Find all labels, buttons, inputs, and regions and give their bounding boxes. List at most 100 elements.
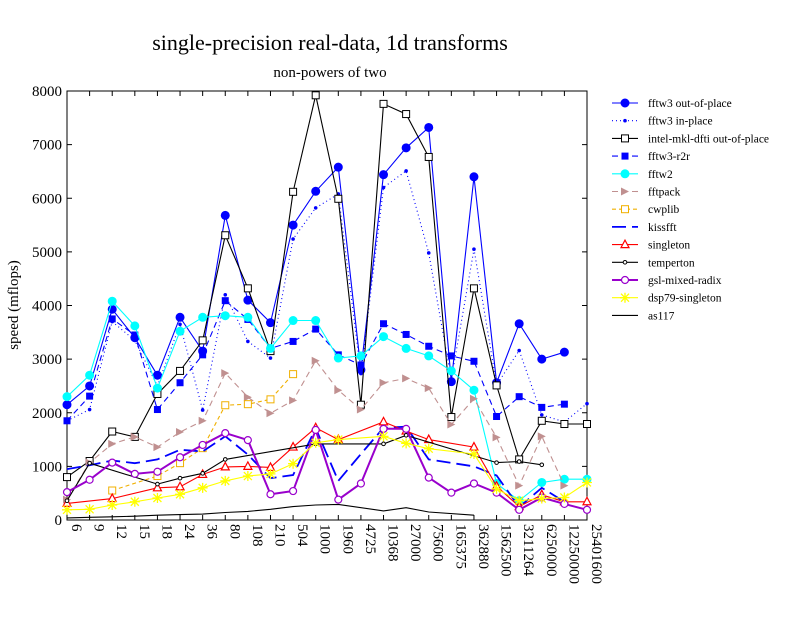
y-tick-label: 1000: [32, 459, 62, 475]
data-point: [108, 439, 117, 448]
legend-label: singleton: [648, 240, 690, 252]
data-point: [220, 475, 231, 486]
legend-label: intel-mkl-dfti out-of-place: [648, 133, 769, 145]
data-point: [242, 460, 253, 470]
x-tick-label: 24: [181, 524, 197, 540]
data-point: [176, 428, 185, 437]
data-point: [131, 331, 139, 339]
data-point: [129, 496, 140, 507]
data-point: [620, 292, 630, 303]
data-point: [560, 420, 569, 429]
data-point: [623, 118, 627, 123]
x-tick-label: 6250000: [543, 524, 559, 577]
data-point: [493, 413, 501, 421]
y-tick-label: 7000: [32, 138, 62, 154]
data-point: [175, 312, 185, 322]
data-point: [334, 495, 343, 504]
data-point: [200, 471, 205, 476]
x-tick-label: 27000: [407, 524, 423, 562]
data-point: [221, 231, 230, 240]
data-point: [87, 460, 92, 466]
data-point: [402, 110, 411, 119]
data-point: [198, 440, 207, 450]
y-tick-label: 2000: [32, 406, 62, 422]
x-tick-label: 362880: [475, 524, 491, 569]
data-point: [311, 186, 321, 196]
data-point: [514, 319, 524, 329]
y-tick-label: 0: [55, 513, 63, 529]
x-tick-label: 75600: [430, 524, 446, 562]
data-point: [313, 206, 318, 210]
data-point: [288, 220, 298, 230]
data-point: [288, 441, 299, 451]
data-point: [153, 443, 162, 452]
data-point: [246, 339, 250, 344]
data-point: [491, 483, 502, 494]
data-point: [175, 326, 185, 336]
data-point: [515, 481, 524, 490]
data-point: [176, 366, 185, 375]
data-point: [582, 505, 592, 514]
data-point: [447, 488, 456, 497]
legend-label: dsp79-singleton: [648, 293, 722, 305]
data-point: [621, 152, 629, 160]
data-point: [357, 361, 365, 369]
data-point: [153, 406, 161, 414]
data-point: [469, 172, 479, 182]
data-point: [379, 332, 389, 342]
x-tick-label: 1000: [317, 524, 333, 554]
data-point: [64, 498, 70, 503]
data-point: [221, 297, 229, 305]
data-point: [289, 337, 297, 345]
data-point: [378, 416, 389, 426]
legend-label: gsl-mixed-radix: [648, 275, 722, 287]
chart-title: single-precision real-data, 1d transform…: [152, 30, 508, 55]
data-point: [585, 401, 589, 406]
data-point: [311, 91, 320, 100]
data-point: [424, 122, 434, 132]
x-tick-label: 9: [91, 524, 107, 532]
data-point: [560, 400, 568, 408]
data-point: [379, 378, 388, 387]
data-point: [622, 260, 628, 265]
data-point: [198, 336, 207, 345]
legend-label: kissfft: [648, 222, 677, 234]
data-point: [559, 474, 569, 484]
data-point: [537, 416, 546, 425]
data-point: [176, 379, 184, 387]
data-point: [62, 392, 72, 402]
data-point: [311, 425, 320, 435]
data-point: [62, 400, 72, 410]
data-point: [243, 400, 252, 409]
data-point: [517, 348, 521, 353]
data-point: [470, 357, 478, 365]
data-point: [620, 169, 630, 179]
data-point: [447, 352, 455, 360]
data-point: [381, 185, 386, 190]
data-point: [242, 471, 253, 482]
data-point: [401, 438, 412, 449]
data-point: [469, 479, 479, 488]
data-point: [107, 499, 118, 510]
y-tick-label: 3000: [32, 352, 62, 368]
data-point: [265, 468, 276, 479]
data-point: [621, 205, 629, 214]
data-point: [175, 453, 185, 462]
data-point: [426, 251, 431, 255]
data-point: [243, 312, 253, 322]
x-tick-label: 12: [113, 524, 129, 539]
data-point: [514, 495, 525, 506]
data-point: [85, 475, 94, 484]
data-point: [468, 449, 479, 460]
x-tick-label: 25401600: [588, 524, 604, 584]
data-point: [152, 370, 162, 380]
data-point: [582, 477, 592, 488]
legend-label: fftw3 in-place: [648, 116, 713, 128]
x-tick-label: 1562500: [498, 524, 514, 577]
data-point: [289, 187, 298, 196]
data-point: [133, 338, 137, 343]
data-point: [87, 407, 92, 412]
data-point: [492, 433, 501, 442]
data-point: [425, 342, 433, 350]
data-point: [220, 311, 230, 321]
